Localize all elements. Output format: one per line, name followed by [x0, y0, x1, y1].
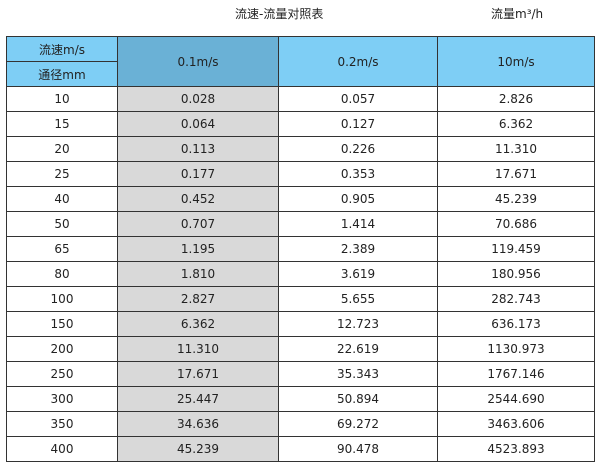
- flow-cell: 17.671: [117, 361, 279, 387]
- table-row: 100 2.827 5.655 282.743: [6, 286, 595, 312]
- flow-cell: 1767.146: [437, 361, 595, 387]
- table-row: 10 0.028 0.057 2.826: [6, 86, 595, 112]
- flow-cell: 0.905: [278, 186, 438, 212]
- flow-cell: 22.619: [278, 336, 438, 362]
- diameter-cell: 350: [6, 411, 118, 437]
- flow-cell: 0.707: [117, 211, 279, 237]
- flow-cell: 50.894: [278, 386, 438, 412]
- diameter-cell: 65: [6, 236, 118, 262]
- diameter-cell: 20: [6, 136, 118, 162]
- diameter-cell: 15: [6, 111, 118, 137]
- flow-cell: 2.389: [278, 236, 438, 262]
- flow-cell: 282.743: [437, 286, 595, 312]
- flow-cell: 25.447: [117, 386, 279, 412]
- diameter-cell: 40: [6, 186, 118, 212]
- flow-cell: 1.195: [117, 236, 279, 262]
- column-header: 0.2m/s: [278, 36, 438, 87]
- flow-cell: 6.362: [117, 311, 279, 337]
- flow-cell: 45.239: [437, 186, 595, 212]
- flow-cell: 2.826: [437, 86, 595, 112]
- flow-cell: 90.478: [278, 436, 438, 462]
- diameter-cell: 10: [6, 86, 118, 112]
- flow-cell: 0.113: [117, 136, 279, 162]
- table-row: 15 0.064 0.127 6.362: [6, 111, 595, 137]
- flow-cell: 1.414: [278, 211, 438, 237]
- diameter-cell: 25: [6, 161, 118, 187]
- flow-cell: 3463.606: [437, 411, 595, 437]
- flow-cell: 2544.690: [437, 386, 595, 412]
- column-header: 0.1m/s: [117, 36, 279, 87]
- diameter-cell: 50: [6, 211, 118, 237]
- flow-cell: 0.064: [117, 111, 279, 137]
- flow-cell: 5.655: [278, 286, 438, 312]
- speed-header: 流速m/s: [6, 36, 118, 62]
- flow-cell: 11.310: [117, 336, 279, 362]
- flow-cell: 636.173: [437, 311, 595, 337]
- flow-cell: 2.827: [117, 286, 279, 312]
- diameter-cell: 150: [6, 311, 118, 337]
- table-row: 250 17.671 35.343 1767.146: [6, 361, 595, 387]
- table-row: 25 0.177 0.353 17.671: [6, 161, 595, 187]
- flow-cell: 4523.893: [437, 436, 595, 462]
- flow-cell: 1130.973: [437, 336, 595, 362]
- diameter-cell: 80: [6, 261, 118, 287]
- table-row: 300 25.447 50.894 2544.690: [6, 386, 595, 412]
- flow-cell: 0.057: [278, 86, 438, 112]
- diameter-header: 通径mm: [6, 61, 118, 87]
- table-row: 40 0.452 0.905 45.239: [6, 186, 595, 212]
- flow-cell: 0.452: [117, 186, 279, 212]
- table-row: 200 11.310 22.619 1130.973: [6, 336, 595, 362]
- flow-cell: 1.810: [117, 261, 279, 287]
- flow-cell: 180.956: [437, 261, 595, 287]
- flow-cell: 70.686: [437, 211, 595, 237]
- table-row: 65 1.195 2.389 119.459: [6, 236, 595, 262]
- flow-cell: 119.459: [437, 236, 595, 262]
- flow-cell: 0.028: [117, 86, 279, 112]
- table-row: 50 0.707 1.414 70.686: [6, 211, 595, 237]
- table-row: 20 0.113 0.226 11.310: [6, 136, 595, 162]
- diameter-cell: 250: [6, 361, 118, 387]
- flow-cell: 34.636: [117, 411, 279, 437]
- flow-cell: 0.226: [278, 136, 438, 162]
- flow-table: 流速m/s 0.1m/s 0.2m/s 10m/s 通径mm 10 0.028 0.…: [6, 36, 595, 462]
- table-row: 400 45.239 90.478 4523.893: [6, 436, 595, 462]
- table-title: 流速-流量对照表: [235, 7, 324, 21]
- flow-cell: 0.127: [278, 111, 438, 137]
- flow-cell: 17.671: [437, 161, 595, 187]
- flow-cell: 11.310: [437, 136, 595, 162]
- flow-cell: 0.177: [117, 161, 279, 187]
- table-row: 80 1.810 3.619 180.956: [6, 261, 595, 287]
- flow-cell: 3.619: [278, 261, 438, 287]
- diameter-cell: 100: [6, 286, 118, 312]
- flow-cell: 12.723: [278, 311, 438, 337]
- flow-cell: 35.343: [278, 361, 438, 387]
- diameter-cell: 200: [6, 336, 118, 362]
- flow-cell: 0.353: [278, 161, 438, 187]
- table-row: 350 34.636 69.272 3463.606: [6, 411, 595, 437]
- flow-cell: 69.272: [278, 411, 438, 437]
- unit-label: 流量m³/h: [491, 7, 544, 21]
- diameter-cell: 400: [6, 436, 118, 462]
- column-header: 10m/s: [437, 36, 595, 87]
- flow-cell: 6.362: [437, 111, 595, 137]
- table-row: 150 6.362 12.723 636.173: [6, 311, 595, 337]
- diameter-cell: 300: [6, 386, 118, 412]
- flow-cell: 45.239: [117, 436, 279, 462]
